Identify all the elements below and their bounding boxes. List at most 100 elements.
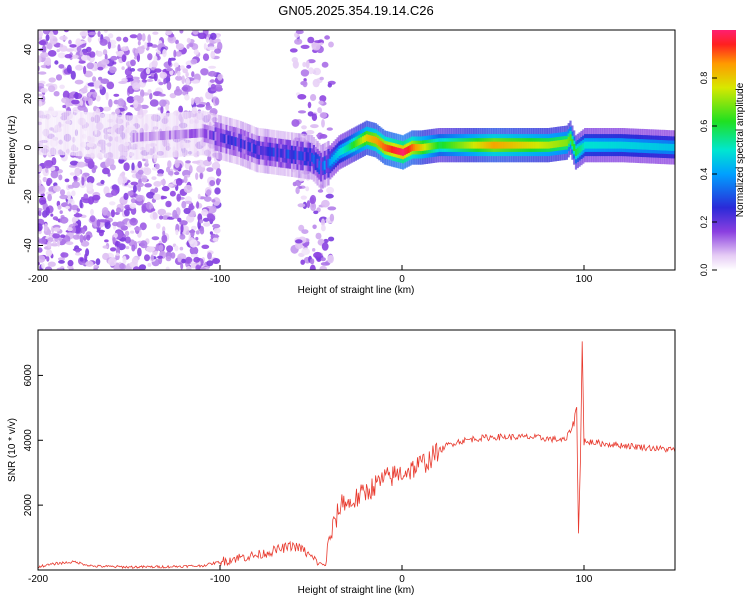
spectrogram-noise-blob bbox=[97, 66, 104, 71]
spectrogram-noise-blob bbox=[99, 38, 108, 46]
spectrogram-ridge-cell bbox=[569, 134, 572, 142]
spectrogram-ridge-cell bbox=[542, 141, 545, 149]
spectrogram-noise-blob bbox=[190, 253, 199, 258]
spectrogram-ridge-cell bbox=[252, 144, 255, 153]
spectrogram-ridge-cell bbox=[180, 129, 183, 139]
colorbar-tick-label: 0.4 bbox=[699, 168, 709, 181]
spectrogram-ridge-cell bbox=[50, 110, 53, 156]
spectrogram-noise-blob bbox=[302, 80, 308, 88]
spectrogram-ridge-cell bbox=[234, 137, 237, 147]
spectrogram-noise-blob bbox=[209, 79, 216, 83]
spectrogram-noise-blob bbox=[123, 192, 129, 200]
spectrogram-ridge-cell bbox=[554, 140, 558, 148]
spectrogram-ridge-cell bbox=[647, 142, 650, 150]
spectrogram-noise-blob bbox=[92, 76, 97, 82]
spectrogram-ridge-cell bbox=[538, 141, 541, 149]
spectrogram-noise-blob bbox=[143, 167, 152, 176]
spectrogram-ridge-cell bbox=[412, 144, 416, 151]
spectrogram-noise-blob bbox=[75, 64, 84, 71]
spectrogram-noise-blob bbox=[87, 35, 92, 43]
spectrogram-ridge-cell bbox=[567, 136, 570, 144]
spectrogram-noise-blob bbox=[319, 76, 324, 81]
spectrogram-ridge-cell bbox=[513, 141, 516, 149]
spectrogram-noise-blob bbox=[95, 258, 101, 266]
spectrogram-noise-blob bbox=[113, 232, 118, 238]
spectrogram-ridge-cell bbox=[61, 110, 64, 156]
spectrogram-noise-blob bbox=[55, 74, 63, 81]
spectrogram-ridge-cell bbox=[156, 131, 159, 141]
spectrogram-noise-blob bbox=[57, 52, 66, 59]
spectrogram-noise-blob bbox=[38, 174, 41, 179]
spectrogram-noise-blob bbox=[206, 213, 214, 219]
spectrogram-noise-blob bbox=[179, 30, 184, 34]
snr-background bbox=[38, 330, 675, 570]
x-tick-label: -100 bbox=[210, 274, 230, 285]
spectrogram-noise-blob bbox=[165, 67, 173, 72]
spectrogram-ridge-cell bbox=[147, 132, 150, 141]
spectrogram-ridge-cell bbox=[456, 141, 459, 149]
spectrogram-noise-blob bbox=[175, 229, 179, 236]
spectrogram-ridge-cell bbox=[43, 110, 46, 156]
spectrogram-ridge-cell bbox=[256, 145, 259, 155]
spectrogram-noise-blob bbox=[291, 119, 300, 127]
spectrogram-noise-blob bbox=[38, 223, 43, 232]
spectrogram-noise-blob bbox=[133, 184, 137, 193]
spectrogram-noise-blob bbox=[160, 179, 166, 186]
spectrogram-noise-blob bbox=[183, 207, 191, 215]
spectrogram-ridge-cell bbox=[562, 139, 565, 147]
spectrogram-noise-blob bbox=[38, 210, 42, 217]
spectrogram-noise-blob bbox=[186, 266, 192, 270]
spectrogram-ridge-cell bbox=[329, 158, 332, 166]
spectrogram-noise-blob bbox=[211, 199, 216, 203]
spectrogram-noise-blob bbox=[110, 209, 115, 218]
spectrogram-ridge-cell bbox=[378, 139, 381, 147]
spectrogram-noise-blob bbox=[47, 240, 52, 249]
spectrogram-ridge-cell bbox=[278, 148, 281, 158]
spectrogram-ridge-cell bbox=[118, 114, 121, 160]
spectrogram-noise-blob bbox=[43, 160, 53, 169]
spectrogram-noise-blob bbox=[185, 160, 191, 164]
spectrogram-ridge-cell bbox=[165, 130, 168, 140]
spectrogram-noise-blob bbox=[106, 212, 112, 217]
spectrogram-noise-blob bbox=[184, 200, 192, 205]
spectrogram-noise-blob bbox=[71, 225, 76, 234]
spectrogram-noise-blob bbox=[38, 178, 42, 187]
spectrogram-noise-blob bbox=[66, 64, 72, 74]
spectrogram-noise-blob bbox=[300, 259, 306, 265]
spectrogram-noise-blob bbox=[83, 65, 87, 75]
spectrogram-ridge-cell bbox=[560, 140, 563, 147]
spectrogram-noise-blob bbox=[207, 46, 216, 51]
spectrogram-noise-blob bbox=[117, 176, 124, 185]
spectrogram-noise-blob bbox=[177, 255, 182, 263]
spectrogram-noise-blob bbox=[191, 71, 195, 78]
spectrogram-noise-blob bbox=[45, 249, 53, 257]
spectrogram-noise-blob bbox=[303, 78, 307, 82]
spectrogram-noise-blob bbox=[67, 227, 73, 232]
spectrogram-ridge-cell bbox=[281, 149, 285, 158]
spectrogram-noise-blob bbox=[43, 223, 48, 232]
spectrogram-noise-blob bbox=[199, 219, 204, 224]
spectrogram-noise-blob bbox=[151, 176, 157, 181]
spectrogram-noise-blob bbox=[181, 258, 186, 264]
spectrogram-noise-blob bbox=[129, 217, 138, 226]
spectrogram-noise-blob bbox=[324, 35, 330, 40]
spectrogram-noise-blob bbox=[165, 255, 172, 262]
spectrogram-ridge-cell bbox=[620, 141, 623, 149]
spectrogram-noise-blob bbox=[65, 48, 75, 52]
spectrogram-noise-blob bbox=[102, 167, 110, 175]
spectrogram-ridge-cell bbox=[87, 112, 90, 157]
spectrogram-noise-blob bbox=[130, 170, 137, 174]
spectrogram-ridge-cell bbox=[607, 141, 610, 149]
spectrogram-noise-blob bbox=[157, 255, 163, 259]
spectrogram-ridge-cell bbox=[123, 115, 126, 160]
spectrogram-ridge-cell bbox=[225, 134, 228, 144]
spectrogram-noise-blob bbox=[75, 38, 82, 47]
spectrogram-noise-blob bbox=[186, 37, 191, 44]
figure-title: GN05.2025.354.19.14.C26 bbox=[278, 3, 433, 18]
spectrogram-noise-blob bbox=[321, 218, 325, 227]
spectrogram-noise-blob bbox=[71, 99, 80, 105]
spectrogram-noise-blob bbox=[307, 101, 312, 109]
spectrogram-ridge-cell bbox=[152, 131, 155, 141]
spectrogram-noise-blob bbox=[146, 246, 155, 253]
